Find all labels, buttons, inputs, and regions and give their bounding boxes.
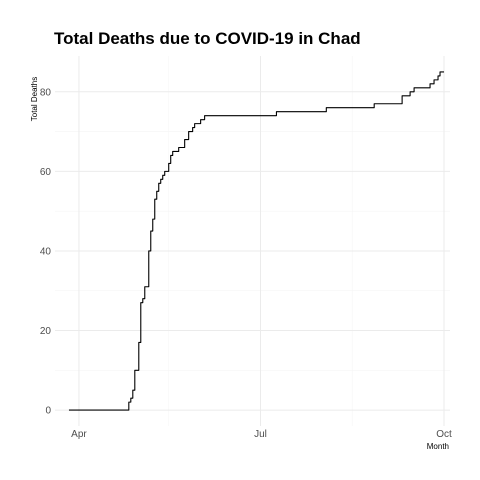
x-tick-label: Apr: [71, 429, 87, 440]
y-axis-ticks: 0 20 40 60 80: [40, 87, 52, 416]
grid: [55, 56, 450, 426]
y-tick-label: 20: [40, 326, 52, 337]
chart-title: Total Deaths due to COVID-19 in Chad: [54, 29, 361, 48]
x-tick-label: Jul: [254, 429, 267, 440]
y-axis-title: Total Deaths: [30, 77, 39, 121]
y-tick-label: 0: [45, 406, 51, 417]
y-tick-label: 60: [40, 167, 52, 178]
x-axis-ticks: Apr Jul Oct: [71, 429, 452, 440]
x-tick-label: Oct: [436, 429, 452, 440]
y-tick-label: 40: [40, 246, 52, 257]
series-layer: [68, 71, 445, 411]
x-axis-title: Month: [427, 442, 449, 451]
series-line: [68, 71, 445, 411]
y-tick-label: 80: [40, 87, 52, 98]
